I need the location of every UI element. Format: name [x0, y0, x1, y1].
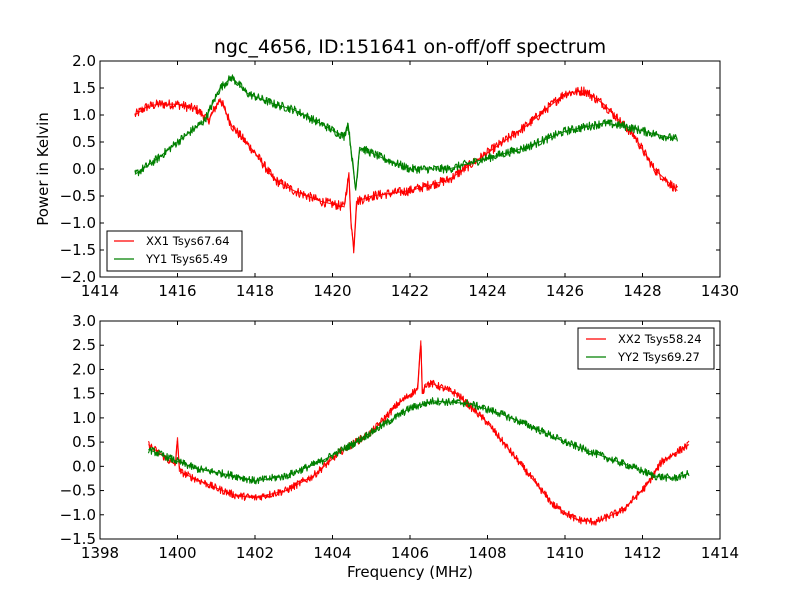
bottom-axis-ticks: 1398 1400 1402 1404 1406 1408 1410 1412 1414 −1.5… — [60, 312, 740, 562]
series-trend-xx1 — [134, 90, 678, 251]
bottom-xtick-label: 1404 — [313, 544, 351, 562]
top-xtick-label: 1424 — [468, 282, 506, 300]
top-subplot: 1414 1416 1418 1420 1422 1424 1426 1428 1430 −2.0… — [34, 52, 739, 300]
top-xtick-label: 1414 — [81, 282, 119, 300]
bottom-xtick-label: 1398 — [81, 544, 119, 562]
top-xtick-label: 1416 — [158, 282, 196, 300]
series-trend-xx2 — [148, 340, 690, 523]
bottom-legend-box — [577, 327, 715, 370]
top-xtick-label: 1418 — [236, 282, 274, 300]
bottom-plot-frame — [99, 320, 721, 540]
top-legend: XX1 Tsys67.64 YY1 Tsys65.49 — [106, 230, 243, 272]
legend-label-xx1: XX1 Tsys67.64 — [146, 234, 230, 248]
top-ytick-label: 0.5 — [72, 133, 96, 151]
bottom-ytick-label: 0.0 — [72, 457, 96, 475]
top-ytick-label: 1.0 — [72, 106, 96, 124]
bottom-ytick-label: 3.0 — [72, 312, 96, 330]
top-ytick-label: −2.0 — [60, 268, 96, 286]
bottom-ytick-label: 2.5 — [72, 336, 96, 354]
top-ylabel: Power in Kelvin — [34, 112, 52, 226]
top-ytick-label: 2.0 — [72, 52, 96, 70]
top-ytick-label: −1.0 — [60, 214, 96, 232]
top-series-lines — [134, 74, 678, 254]
bottom-xtick-label: 1402 — [236, 544, 274, 562]
bottom-xtick-label: 1410 — [546, 544, 584, 562]
top-ytick-label: 1.5 — [72, 79, 96, 97]
bottom-xtick-label: 1408 — [468, 544, 506, 562]
top-ytick-label: 0.0 — [72, 160, 96, 178]
bottom-ytick-label: 1.0 — [72, 409, 96, 427]
top-legend-box — [106, 230, 243, 272]
bottom-xtick-label: 1414 — [701, 544, 739, 562]
bottom-xtick-label: 1400 — [158, 544, 196, 562]
legend-label-yy2: YY2 Tsys69.27 — [617, 350, 700, 364]
legend-label-xx2: XX2 Tsys58.24 — [618, 332, 702, 346]
bottom-ytick-label: 0.5 — [72, 433, 96, 451]
bottom-xtick-label: 1412 — [623, 544, 661, 562]
bottom-legend: XX2 Tsys58.24 YY2 Tsys69.27 — [577, 327, 715, 370]
bottom-series-lines — [147, 340, 690, 526]
bottom-ytick-label: −1.5 — [60, 530, 96, 548]
top-xtick-label: 1430 — [701, 282, 739, 300]
top-xtick-label: 1426 — [546, 282, 584, 300]
bottom-ytick-label: −0.5 — [60, 482, 96, 500]
top-xtick-label: 1420 — [313, 282, 351, 300]
series-line-yy2 — [147, 397, 690, 485]
bottom-xtick-label: 1406 — [391, 544, 429, 562]
top-axis-ticks: 1414 1416 1418 1420 1422 1424 1426 1428 1430 −2.0… — [60, 52, 740, 300]
series-trend-yy2 — [148, 400, 690, 482]
series-trend-yy1 — [134, 76, 678, 191]
top-xtick-label: 1428 — [623, 282, 661, 300]
bottom-xlabel: Frequency (MHz) — [347, 563, 473, 581]
top-plot-frame — [99, 60, 721, 278]
bottom-subplot: 1398 1400 1402 1404 1406 1408 1410 1412 1414 −1.5… — [60, 312, 740, 581]
figure-title: ngc_4656, ID:151641 on-off/off spectrum — [214, 36, 606, 58]
top-ytick-label: −0.5 — [60, 187, 96, 205]
series-line-xx1 — [134, 86, 678, 254]
top-xtick-label: 1422 — [391, 282, 429, 300]
bottom-ytick-label: 2.0 — [72, 360, 96, 378]
legend-label-yy1: YY1 Tsys65.49 — [145, 252, 228, 266]
top-ytick-label: −1.5 — [60, 241, 96, 259]
bottom-ytick-label: 1.5 — [72, 385, 96, 403]
bottom-ytick-label: −1.0 — [60, 506, 96, 524]
